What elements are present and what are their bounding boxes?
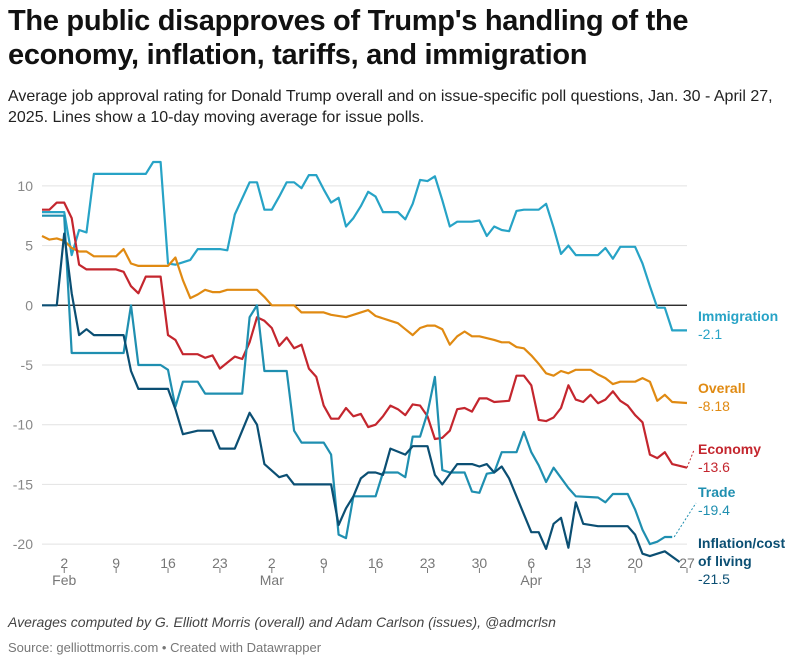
- x-tick-label: 9: [112, 555, 120, 571]
- series-labels: Immigration -2.1 Overall -8.18 Economy -13.6 T…: [673, 308, 785, 587]
- series-name-label: Economy: [698, 441, 761, 457]
- series-line-0: [42, 160, 687, 332]
- series-line-3: [42, 214, 673, 546]
- source-credit: Created with Datawrapper: [170, 640, 322, 655]
- series-value-label: -8.18: [698, 398, 730, 414]
- source-label: Source: gelliottmorris.com: [8, 640, 159, 655]
- economy-label-leader: [686, 449, 695, 468]
- chart-title: The public disapproves of Trump's handli…: [8, 5, 689, 71]
- x-month-label: Mar: [260, 572, 284, 588]
- series-name-label: of living: [698, 553, 752, 569]
- series-name-label: Overall: [698, 380, 745, 396]
- chart-subtitle: Average job approval rating for Donald T…: [8, 88, 773, 126]
- series-line-2: [42, 201, 688, 469]
- x-tick-label: 23: [420, 555, 436, 571]
- y-tick-label: -5: [21, 357, 34, 373]
- x-tick-label: 13: [575, 555, 591, 571]
- x-tick-label: 2: [268, 555, 276, 571]
- source-separator: •: [158, 640, 171, 655]
- y-tick-label: 10: [17, 178, 33, 194]
- y-tick-label: -20: [13, 536, 33, 552]
- series-value-label: -13.6: [698, 459, 730, 475]
- x-tick-label: 9: [320, 555, 328, 571]
- x-tick-label: 6: [527, 555, 535, 571]
- y-tick-label: -10: [13, 417, 33, 433]
- series-value-label: -19.4: [698, 502, 730, 518]
- x-tick-label: 20: [627, 555, 643, 571]
- y-tick-label: 5: [25, 238, 33, 254]
- series-line-1: [41, 235, 688, 405]
- x-tick-label: 2: [60, 555, 68, 571]
- series-name-label: Trade: [698, 484, 736, 500]
- series-lines: [41, 160, 688, 563]
- series-name-label: Immigration: [698, 308, 778, 324]
- x-tick-label: 27: [679, 555, 695, 571]
- series-name-label: Inflation/cost: [698, 535, 785, 551]
- x-tick-label: 16: [368, 555, 384, 571]
- x-tick-label: 30: [472, 555, 488, 571]
- x-month-label: Apr: [520, 572, 542, 588]
- chart-notes: Averages computed by G. Elliott Morris (…: [8, 614, 556, 630]
- series-value-label: -21.5: [698, 571, 730, 587]
- trade-label-leader: [673, 502, 697, 538]
- y-tick-label: 0: [25, 297, 33, 313]
- series-value-label: -2.1: [698, 326, 722, 342]
- y-axis-ticks: 10 5 0 -5 -10 -15 -20: [13, 178, 33, 552]
- y-tick-label: -15: [13, 476, 33, 492]
- x-tick-label: 16: [160, 555, 176, 571]
- chart-source: Source: gelliottmorris.com • Created wit…: [8, 640, 321, 655]
- series-line-4: [42, 232, 681, 563]
- x-month-label: Feb: [52, 572, 76, 588]
- x-tick-label: 23: [212, 555, 228, 571]
